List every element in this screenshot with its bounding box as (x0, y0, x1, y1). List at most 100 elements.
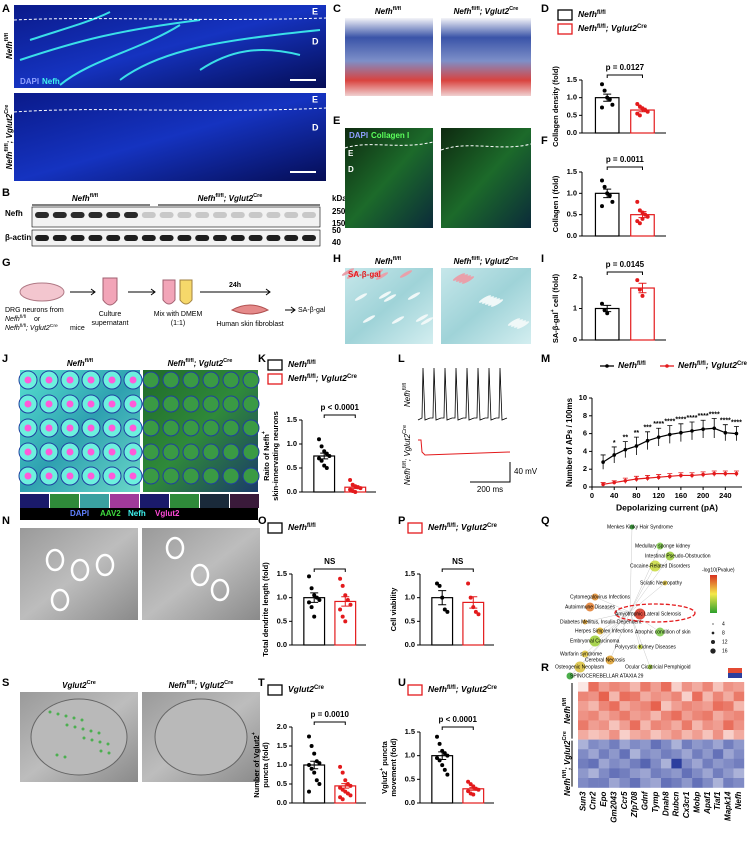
fibroblast (383, 294, 397, 302)
heatmap-cell (702, 730, 714, 740)
network-label: Diabetes Mellitus, Insulin-Dependent (560, 619, 642, 625)
fibroblast (341, 268, 355, 276)
heatmap-cell (619, 720, 631, 731)
legend-label: Nefhfl/fl; Vglut2Cre (428, 522, 498, 532)
heatmap-cell (598, 710, 610, 721)
network-node (582, 619, 588, 625)
data-point (667, 474, 672, 479)
error-bar (320, 452, 329, 460)
y-tick-label: 2.0 (277, 722, 287, 731)
genotype-label: fl/fl (185, 358, 194, 364)
heatmap-cell (733, 739, 745, 750)
heatmap-cell (578, 778, 589, 788)
y-tick-label: 0.0 (567, 231, 577, 240)
genotype-label: Nefh (454, 257, 472, 266)
heatmap-cell (661, 758, 672, 769)
y-axis-label: puncta (fold) (261, 742, 270, 788)
puncta (65, 723, 69, 727)
genotype-label: Nefh (169, 681, 187, 690)
data-point (312, 614, 317, 619)
heatmap-cell (661, 710, 672, 721)
stat-label: p < 0.0001 (320, 403, 359, 412)
schematic-text: fl/fl (20, 323, 26, 329)
y-axis-label: Collagen density (fold) (551, 66, 560, 147)
heatmap-cell (712, 720, 724, 731)
neuron (142, 419, 160, 437)
genotype-label: Nefh (168, 359, 186, 368)
heatmap-cell (681, 691, 693, 702)
data-point (437, 741, 442, 746)
data-point (445, 609, 450, 614)
heatmap-cell (712, 749, 724, 759)
data-point (600, 105, 604, 110)
data-point (317, 761, 322, 766)
legend-marker (605, 364, 609, 368)
neuron (202, 467, 220, 485)
y-axis-label: movement (fold) (389, 738, 398, 797)
legend-swatch (407, 684, 423, 696)
heatmap-cell (671, 778, 682, 788)
significance-label: ** (634, 430, 640, 437)
neuron (202, 371, 220, 389)
heatmap-cell (681, 710, 693, 721)
legend-label: Cre (637, 24, 648, 30)
heatmap-cell (619, 710, 631, 721)
heatmap-cell (733, 749, 745, 759)
band (302, 212, 316, 218)
band (52, 212, 67, 218)
data-point (317, 782, 322, 786)
genotype-label: Nefh (198, 194, 216, 203)
data-point (338, 576, 343, 581)
legend-label: Nefh (288, 373, 307, 383)
significance-label: * (613, 440, 616, 447)
genotype-label: Nefh (5, 152, 14, 170)
significance-label: ** (623, 434, 629, 441)
network-node (566, 672, 574, 680)
y-tick-label: 1.5 (405, 727, 415, 736)
error-bar (469, 596, 478, 609)
heatmap-cell (609, 758, 620, 769)
nucleus (24, 472, 32, 480)
y-tick-label: 0.5 (405, 616, 415, 625)
heatmap-cell (640, 691, 651, 702)
network-label: Cocaine-Related Disorders (630, 563, 691, 569)
heatmap-cell (640, 710, 651, 721)
heatmap-cell (723, 758, 734, 769)
heatmap-cell (578, 730, 589, 740)
nerve-fiber (19, 19, 201, 61)
genotype-label: Cre (223, 358, 232, 364)
row-group-label: Nefhfl/fl; Vglut2Cre (562, 731, 572, 796)
micrograph (200, 494, 229, 508)
heatmap-cell (671, 749, 682, 759)
neuron-soma (210, 578, 230, 602)
data-point (322, 449, 327, 454)
schematic-text: Cre (50, 323, 58, 329)
data-point (607, 97, 612, 102)
genotype-label: fl/fl (4, 32, 10, 41)
nucleus (108, 472, 116, 480)
heatmap-cell (588, 682, 599, 692)
heatmap-cell (681, 701, 693, 711)
network-label: Sciatic Neuropathy (640, 580, 682, 586)
data-point (634, 477, 639, 481)
heatmap-cell (692, 758, 703, 769)
arrow (128, 288, 156, 296)
neuron (242, 371, 260, 389)
fibroblast (490, 299, 504, 307)
significance-label: **** (731, 419, 742, 426)
epidermis-border (440, 143, 532, 151)
significance-label: **** (675, 417, 686, 424)
data-point (645, 438, 650, 443)
heatmap-cell (692, 768, 703, 779)
heatmap-cell (712, 730, 724, 740)
heatmap-cell (712, 778, 724, 788)
genotype-label: Nefhfl/fl (375, 256, 402, 266)
error-bar (638, 211, 647, 219)
data-point (348, 783, 353, 788)
network-edge (629, 565, 656, 613)
genotype-label: ; Vglut2 (480, 7, 510, 16)
heatmap-cell (650, 758, 662, 769)
genotype-label: ; Vglut2 (480, 257, 510, 266)
heatmap-cell (588, 730, 599, 740)
data-point (327, 454, 332, 458)
